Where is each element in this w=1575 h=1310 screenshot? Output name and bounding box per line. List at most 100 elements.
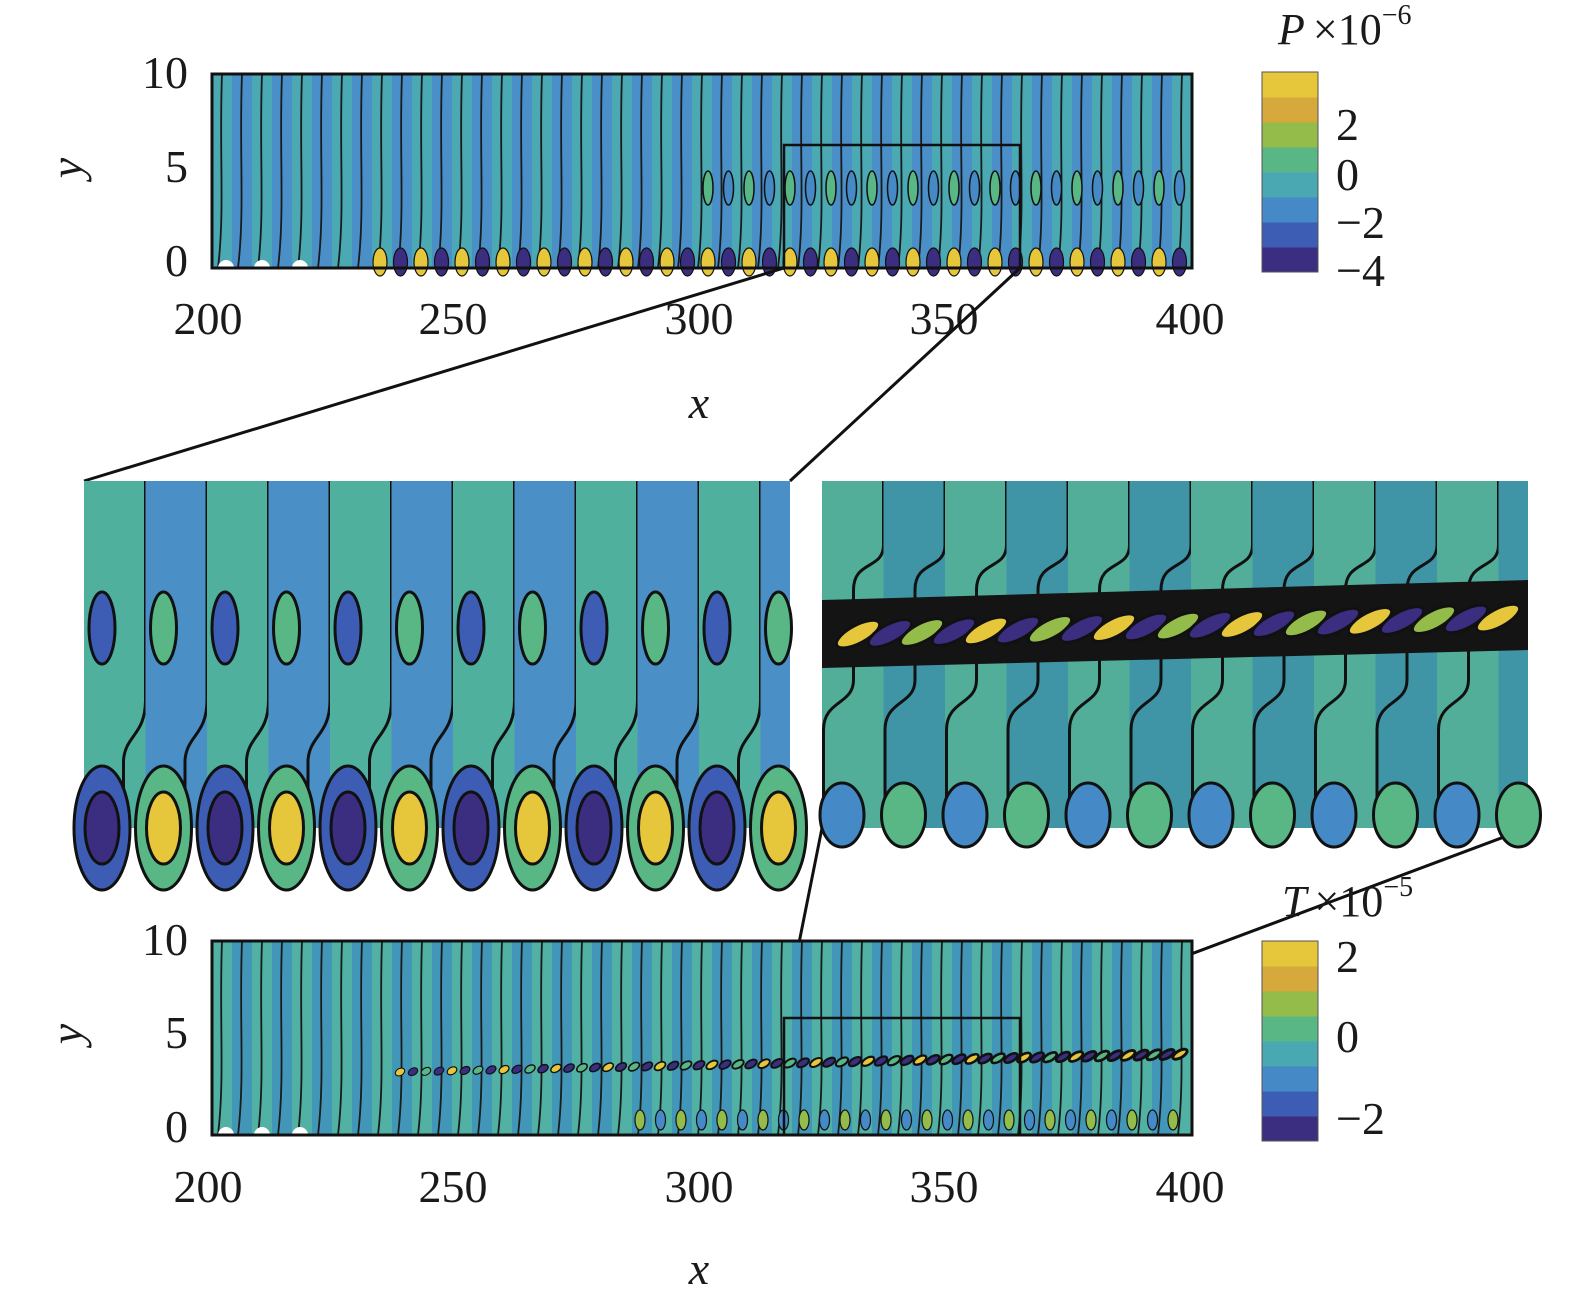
inset-wall-lobe-inner bbox=[760, 790, 797, 866]
temperature-core-cell bbox=[601, 1062, 615, 1073]
pressure-cbtick-minus2: −2 bbox=[1336, 197, 1385, 248]
temperature-core-cell bbox=[847, 1055, 863, 1068]
pressure-cbtick-0: 0 bbox=[1336, 149, 1359, 200]
pressure-mid-ellipse bbox=[784, 170, 796, 206]
inset-wall-lobe-inner bbox=[698, 790, 736, 866]
temperature-colorbar-scale bbox=[1262, 941, 1318, 1142]
contour-line bbox=[277, 73, 283, 269]
pressure-wall-lobe bbox=[372, 247, 388, 277]
inset-contour-line bbox=[552, 481, 578, 828]
inset-mid-ellipse bbox=[641, 590, 670, 666]
contour-line bbox=[757, 73, 763, 269]
temperature-core-cell bbox=[627, 1061, 641, 1072]
pressure-wall-lobe bbox=[843, 247, 860, 277]
colorbar-band bbox=[1262, 966, 1318, 992]
temperature-core-cell bbox=[653, 1061, 667, 1072]
pressure-mid-ellipse bbox=[927, 170, 940, 206]
temperature-core-cell bbox=[679, 1060, 693, 1071]
contour-line bbox=[377, 73, 383, 269]
contour-line bbox=[457, 73, 463, 269]
contour-line bbox=[937, 940, 943, 1136]
contour-line bbox=[477, 940, 483, 1136]
temperature-colorbar-title: T ×10−5 bbox=[1282, 872, 1413, 926]
temperature-core-cell bbox=[977, 1052, 993, 1065]
temperature-colorbar-symbol: T bbox=[1282, 877, 1310, 926]
temperature-core-cell bbox=[899, 1054, 915, 1067]
pressure-mid-ellipse bbox=[1050, 170, 1063, 206]
temperature-core-cell bbox=[834, 1056, 850, 1068]
pressure-wave-stripes bbox=[212, 73, 1192, 269]
pressure-x-ticks: 200 250 300 350 400 bbox=[174, 293, 1225, 344]
contour-line bbox=[957, 940, 963, 1136]
pressure-wall-lobe bbox=[864, 247, 880, 277]
pressure-mid-ellipse bbox=[763, 170, 776, 206]
contour-line bbox=[1037, 940, 1043, 1136]
pressure-wall-lobe bbox=[884, 247, 901, 277]
colorbar-band bbox=[1262, 72, 1318, 98]
temperature-core-cell bbox=[537, 1063, 549, 1074]
pressure-plot-area bbox=[210, 72, 1194, 277]
pressure-wall-lobe bbox=[597, 247, 614, 277]
pressure-wall-lobe bbox=[802, 247, 819, 277]
pressure-colorbar-exponent: −6 bbox=[1382, 0, 1412, 31]
pressure-wall-lobe bbox=[741, 247, 757, 277]
inset-core-cell bbox=[1474, 602, 1522, 634]
contour-line bbox=[257, 73, 263, 269]
pressure-y-axis-label: y bbox=[41, 157, 92, 182]
temperature-core-cell bbox=[1093, 1049, 1111, 1063]
temperature-wall-lobe bbox=[818, 1109, 831, 1131]
pressure-mid-ellipse bbox=[968, 170, 981, 206]
temperature-wall-lobe bbox=[941, 1109, 954, 1131]
pressure-wall-lobe bbox=[1048, 247, 1065, 277]
temperature-core-cell bbox=[705, 1059, 719, 1071]
connector-top-right bbox=[788, 266, 1022, 483]
temperature-core-cell bbox=[1171, 1047, 1189, 1061]
temperature-core-cell bbox=[1029, 1051, 1045, 1064]
temperature-core-cell bbox=[1054, 1050, 1072, 1064]
temperature-core-cell bbox=[770, 1058, 784, 1069]
contour-line bbox=[737, 73, 743, 269]
contour-line bbox=[397, 73, 403, 269]
temperature-core-cell bbox=[964, 1052, 980, 1065]
inset-wall-lobe bbox=[1249, 781, 1296, 849]
contour-line bbox=[1077, 940, 1083, 1136]
inset-core-cell bbox=[1058, 613, 1106, 644]
pressure-colorbar-frame bbox=[1261, 71, 1319, 273]
contour-line bbox=[217, 940, 223, 1136]
pressure-wall-lobe bbox=[823, 247, 839, 277]
temperature-wall-lobe bbox=[962, 1109, 974, 1131]
pressure-wall-lobe bbox=[720, 247, 737, 277]
inset-wall-lobe bbox=[1003, 781, 1050, 849]
pressure-inset-wall-lobes bbox=[72, 764, 808, 892]
temperature-xtick-200: 200 bbox=[174, 1161, 243, 1212]
pressure-mid-ellipse bbox=[702, 170, 714, 206]
pressure-zoom-inset bbox=[72, 481, 808, 892]
temperature-core-cell bbox=[394, 1067, 406, 1077]
contour-line bbox=[697, 73, 703, 269]
contour-line bbox=[437, 940, 443, 1136]
temperature-chart: 10 5 0 y 200 250 300 350 400 x T ×10−5 2 … bbox=[41, 872, 1413, 1294]
contour-line bbox=[317, 940, 323, 1136]
inset-wall-lobe bbox=[1126, 781, 1173, 849]
temperature-wall-lobe bbox=[1105, 1109, 1118, 1131]
pressure-mid-ellipse bbox=[1132, 170, 1145, 206]
temperature-core-cell bbox=[666, 1060, 680, 1071]
temperature-core-cell bbox=[511, 1064, 523, 1075]
temperature-wall-lobe bbox=[1167, 1109, 1179, 1131]
temperature-core-cell bbox=[796, 1057, 810, 1069]
contour-line bbox=[497, 940, 503, 1136]
pressure-wall-lobe bbox=[700, 247, 716, 277]
inset-core-cell bbox=[898, 617, 946, 648]
pressure-cbtick-minus4: −4 bbox=[1336, 245, 1385, 296]
inset-wall-lobe-inner bbox=[145, 790, 182, 866]
temperature-wall-lobe bbox=[695, 1109, 708, 1131]
pressure-frame bbox=[210, 72, 1194, 270]
pressure-wall-lobe bbox=[987, 247, 1003, 277]
pressure-mid-ellipse bbox=[907, 170, 919, 206]
inset-core-cell bbox=[930, 616, 978, 647]
temperature-wall-lobe bbox=[675, 1109, 687, 1131]
inset-mid-ellipse bbox=[702, 590, 732, 666]
inset-contour-line bbox=[306, 481, 332, 828]
contour-line bbox=[377, 940, 383, 1136]
pressure-mid-ellipse bbox=[845, 170, 858, 206]
